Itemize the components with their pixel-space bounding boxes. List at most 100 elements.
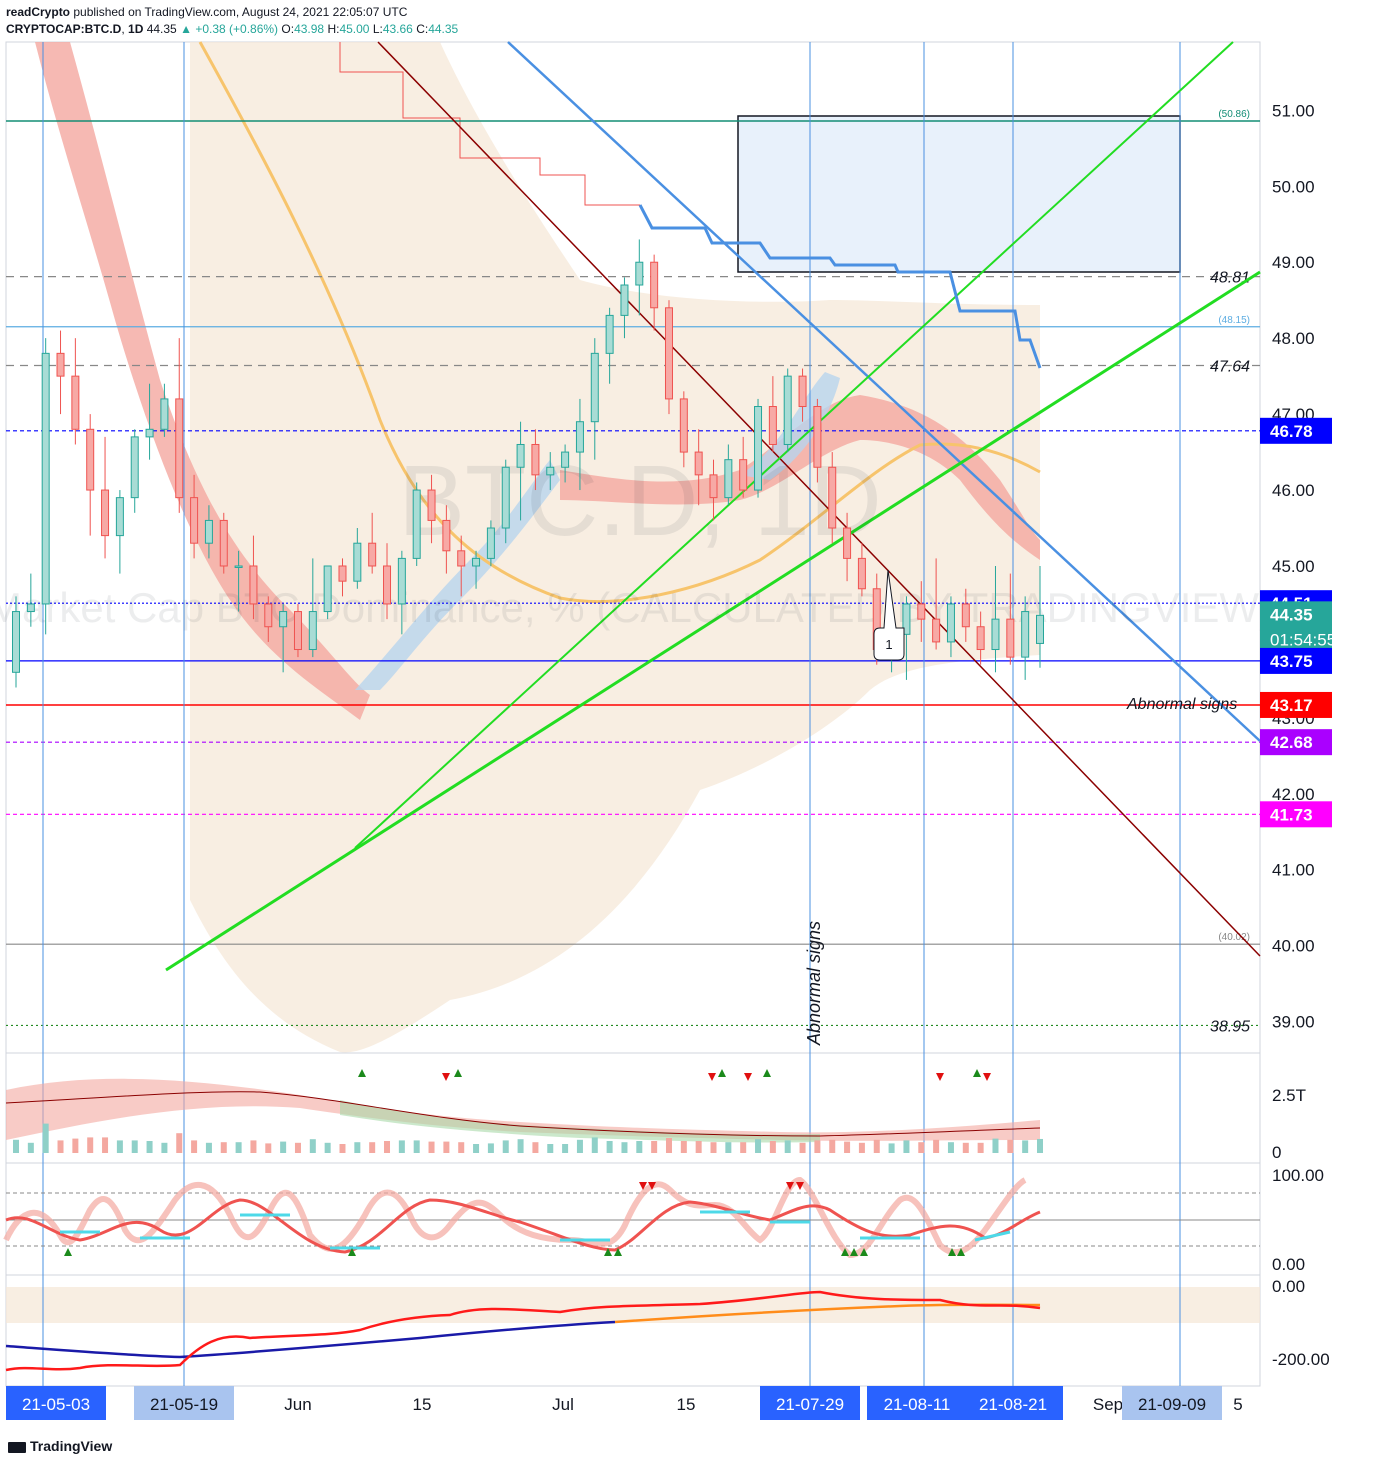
- candle-26[interactable]: [397, 550, 406, 635]
- xaxis-label-2[interactable]: Jun: [284, 1395, 311, 1414]
- candle-34[interactable]: [516, 421, 525, 521]
- candle-5[interactable]: [86, 414, 95, 536]
- candle-16[interactable]: [249, 535, 258, 620]
- candle-27[interactable]: [412, 482, 421, 566]
- candle-20[interactable]: [308, 558, 317, 658]
- price-badges[interactable]: 46.7844.5144.3501:54:5543.7543.1742.6841…: [1260, 417, 1336, 828]
- candle-49[interactable]: [739, 436, 748, 498]
- candle-32[interactable]: [486, 520, 495, 566]
- volume-bar-36: [547, 1144, 554, 1153]
- xaxis-label-7[interactable]: 21-08-11: [884, 1395, 951, 1414]
- candle-45[interactable]: [679, 391, 688, 468]
- candle-29[interactable]: [442, 505, 451, 574]
- candle-12[interactable]: [190, 474, 199, 559]
- candle-60[interactable]: [902, 596, 911, 680]
- candle-11[interactable]: [175, 338, 184, 513]
- candle-38[interactable]: [575, 398, 584, 491]
- candle-33[interactable]: [501, 459, 510, 544]
- candle-13[interactable]: [204, 505, 213, 559]
- candle-44[interactable]: [664, 300, 673, 415]
- symbol-name[interactable]: CRYPTOCAP:BTC.D: [6, 22, 122, 36]
- xaxis-label-10[interactable]: 21-09-09: [1138, 1395, 1206, 1414]
- candle-68[interactable]: [1021, 596, 1030, 680]
- supply-zone-box[interactable]: [737, 115, 1181, 273]
- candle-6[interactable]: [101, 436, 110, 559]
- candle-22[interactable]: [338, 558, 347, 597]
- price-axis[interactable]: 39.0040.0041.0042.0043.0044.0045.0046.00…: [1272, 101, 1315, 1031]
- candle-52[interactable]: [783, 368, 792, 453]
- candle-64[interactable]: [961, 588, 970, 642]
- candle-62[interactable]: [932, 558, 941, 650]
- candle-2[interactable]: [41, 338, 50, 635]
- candle-67[interactable]: [1006, 573, 1015, 665]
- candle-9[interactable]: [145, 383, 154, 460]
- candle-3[interactable]: [56, 330, 65, 415]
- xaxis-label-5[interactable]: 15: [677, 1395, 696, 1414]
- candle-66[interactable]: [991, 565, 1000, 673]
- candle-56[interactable]: [843, 512, 852, 582]
- tradingview-logo[interactable]: TradingView: [8, 1438, 112, 1454]
- candle-61[interactable]: [917, 581, 926, 642]
- candle-14[interactable]: [219, 512, 228, 574]
- candle-25[interactable]: [383, 543, 392, 620]
- red-ribbon: [35, 42, 370, 720]
- candle-43[interactable]: [650, 254, 659, 331]
- abnormal-signs-horizontal[interactable]: Abnormal signs: [1126, 696, 1237, 713]
- candle-18[interactable]: [279, 603, 288, 673]
- candle-57[interactable]: [857, 543, 866, 597]
- volume-marker-2: [454, 1069, 462, 1077]
- xaxis-label-11[interactable]: 5: [1233, 1395, 1242, 1414]
- candle-55[interactable]: [828, 452, 837, 544]
- candle-19[interactable]: [293, 603, 302, 658]
- candle-28[interactable]: [427, 474, 436, 544]
- bottom-tick-0: 0.00: [1272, 1277, 1305, 1296]
- trendlines[interactable]: [165, 41, 1261, 972]
- xaxis-label-6[interactable]: 21-07-29: [776, 1395, 844, 1414]
- candle-46[interactable]: [694, 429, 703, 506]
- candle-21[interactable]: [323, 565, 332, 620]
- xaxis-label-8[interactable]: 21-08-21: [979, 1395, 1047, 1414]
- candle-36[interactable]: [546, 452, 555, 491]
- candle-35[interactable]: [531, 429, 540, 491]
- candle-48[interactable]: [724, 444, 733, 506]
- candle-15[interactable]: [234, 550, 243, 612]
- candle-42[interactable]: [635, 239, 644, 316]
- candle-53[interactable]: [798, 368, 807, 422]
- callout-1[interactable]: 1: [873, 569, 905, 661]
- candle-40[interactable]: [605, 307, 614, 384]
- xaxis-label-1[interactable]: 21-05-19: [150, 1395, 218, 1414]
- candle-41[interactable]: [620, 277, 629, 339]
- abnormal-signs-vertical[interactable]: Abnormal signs: [804, 921, 824, 1046]
- xaxis-label-9[interactable]: Sep: [1093, 1395, 1123, 1414]
- candle-4[interactable]: [71, 338, 80, 445]
- xaxis-label-0[interactable]: 21-05-03: [22, 1395, 90, 1414]
- candle-23[interactable]: [353, 528, 362, 589]
- candle-51[interactable]: [768, 376, 777, 453]
- candle-24[interactable]: [368, 512, 377, 574]
- candle-17[interactable]: [264, 596, 273, 642]
- candle-37[interactable]: [561, 444, 570, 483]
- candle-50[interactable]: [754, 398, 763, 498]
- candle-30[interactable]: [457, 535, 466, 597]
- time-axis[interactable]: 21-05-03 21-05-19 Jun 15 Jul 15 21-07-29 21-08-…: [6, 1386, 1243, 1420]
- volume-bar-28: [428, 1141, 435, 1153]
- candle-63[interactable]: [946, 596, 955, 658]
- author-name[interactable]: readCrypto: [6, 5, 71, 19]
- candle-10[interactable]: [160, 383, 169, 437]
- candle-54[interactable]: [813, 398, 822, 483]
- xaxis-label-3[interactable]: 15: [413, 1395, 432, 1414]
- candle-8[interactable]: [130, 429, 139, 513]
- candle-31[interactable]: [472, 550, 481, 589]
- candle-69[interactable]: [1036, 565, 1044, 668]
- candle-7[interactable]: [115, 490, 124, 574]
- candles[interactable]: [12, 239, 1044, 688]
- candle-0[interactable]: [12, 596, 20, 688]
- watermark-symbol: BTC.D, 1D: [398, 445, 881, 557]
- candle-1[interactable]: [26, 573, 35, 627]
- candle-39[interactable]: [590, 338, 599, 460]
- interval[interactable]: 1D: [128, 22, 144, 36]
- candle-65[interactable]: [976, 611, 985, 665]
- xaxis-label-4[interactable]: Jul: [552, 1395, 574, 1414]
- candle-47[interactable]: [709, 459, 718, 521]
